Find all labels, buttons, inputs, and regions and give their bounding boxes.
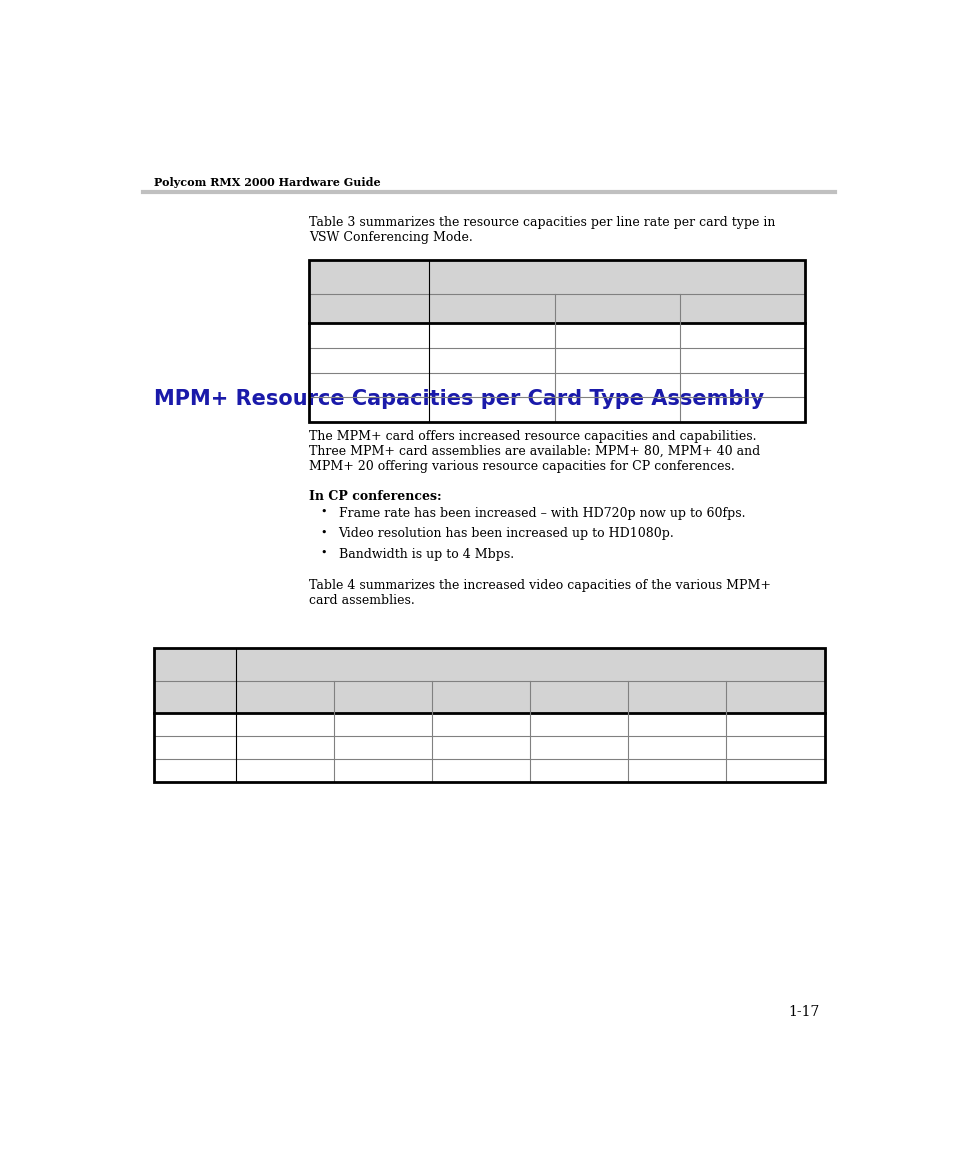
Bar <box>334 680 432 713</box>
Bar <box>429 348 554 373</box>
Bar <box>725 680 823 713</box>
Bar <box>554 348 679 373</box>
Bar <box>432 713 530 736</box>
Bar <box>309 397 429 422</box>
Bar <box>309 260 804 422</box>
Bar <box>627 680 725 713</box>
Bar <box>554 323 679 348</box>
Bar <box>725 736 823 759</box>
Bar <box>235 680 334 713</box>
Bar <box>154 713 235 736</box>
Bar <box>309 295 429 323</box>
Bar <box>429 323 554 348</box>
Bar <box>554 295 679 323</box>
Bar <box>627 759 725 782</box>
Bar <box>627 713 725 736</box>
Bar <box>679 348 804 373</box>
Bar <box>429 373 554 397</box>
Bar <box>432 736 530 759</box>
Bar <box>530 680 627 713</box>
Bar <box>154 736 235 759</box>
Text: 1-17: 1-17 <box>787 1005 819 1019</box>
Text: MPM+ Resource Capacities per Card Type Assembly: MPM+ Resource Capacities per Card Type A… <box>154 389 763 409</box>
Text: Bandwidth is up to 4 Mbps.: Bandwidth is up to 4 Mbps. <box>338 549 513 561</box>
Text: In CP conferences:: In CP conferences: <box>309 491 441 504</box>
Text: Polycom RMX 2000 Hardware Guide: Polycom RMX 2000 Hardware Guide <box>154 177 380 188</box>
Bar <box>309 348 429 373</box>
Bar <box>309 373 429 397</box>
Text: Table 3 summarizes the resource capacities per line rate per card type in
VSW Co: Table 3 summarizes the resource capaciti… <box>309 216 775 244</box>
Bar <box>554 373 679 397</box>
Bar <box>679 373 804 397</box>
Text: The MPM+ card offers increased resource capacities and capabilities.
Three MPM+ : The MPM+ card offers increased resource … <box>309 430 760 472</box>
Bar <box>530 736 627 759</box>
Bar <box>309 260 429 295</box>
Bar <box>429 260 804 295</box>
Bar <box>432 680 530 713</box>
Bar <box>235 759 334 782</box>
Bar <box>530 759 627 782</box>
Bar <box>154 648 823 782</box>
Bar <box>679 323 804 348</box>
Text: Table 4 summarizes the increased video capacities of the various MPM+
card assem: Table 4 summarizes the increased video c… <box>309 579 770 608</box>
Bar <box>154 759 235 782</box>
Bar <box>725 759 823 782</box>
Bar <box>429 397 554 422</box>
Bar <box>432 759 530 782</box>
Bar <box>154 648 235 680</box>
Bar <box>235 648 823 680</box>
Text: •: • <box>320 528 327 537</box>
Bar <box>554 397 679 422</box>
Text: •: • <box>320 507 327 516</box>
Bar <box>530 713 627 736</box>
Bar <box>309 323 429 348</box>
Text: Frame rate has been increased – with HD720p now up to 60fps.: Frame rate has been increased – with HD7… <box>338 507 744 520</box>
Bar <box>725 713 823 736</box>
Text: Video resolution has been increased up to HD1080p.: Video resolution has been increased up t… <box>338 528 674 541</box>
Bar <box>429 295 554 323</box>
Bar <box>334 736 432 759</box>
Text: •: • <box>320 549 327 558</box>
Bar <box>334 713 432 736</box>
Bar <box>235 736 334 759</box>
Bar <box>154 680 235 713</box>
Bar <box>679 295 804 323</box>
Bar <box>334 759 432 782</box>
Bar <box>679 397 804 422</box>
Bar <box>235 713 334 736</box>
Bar <box>627 736 725 759</box>
